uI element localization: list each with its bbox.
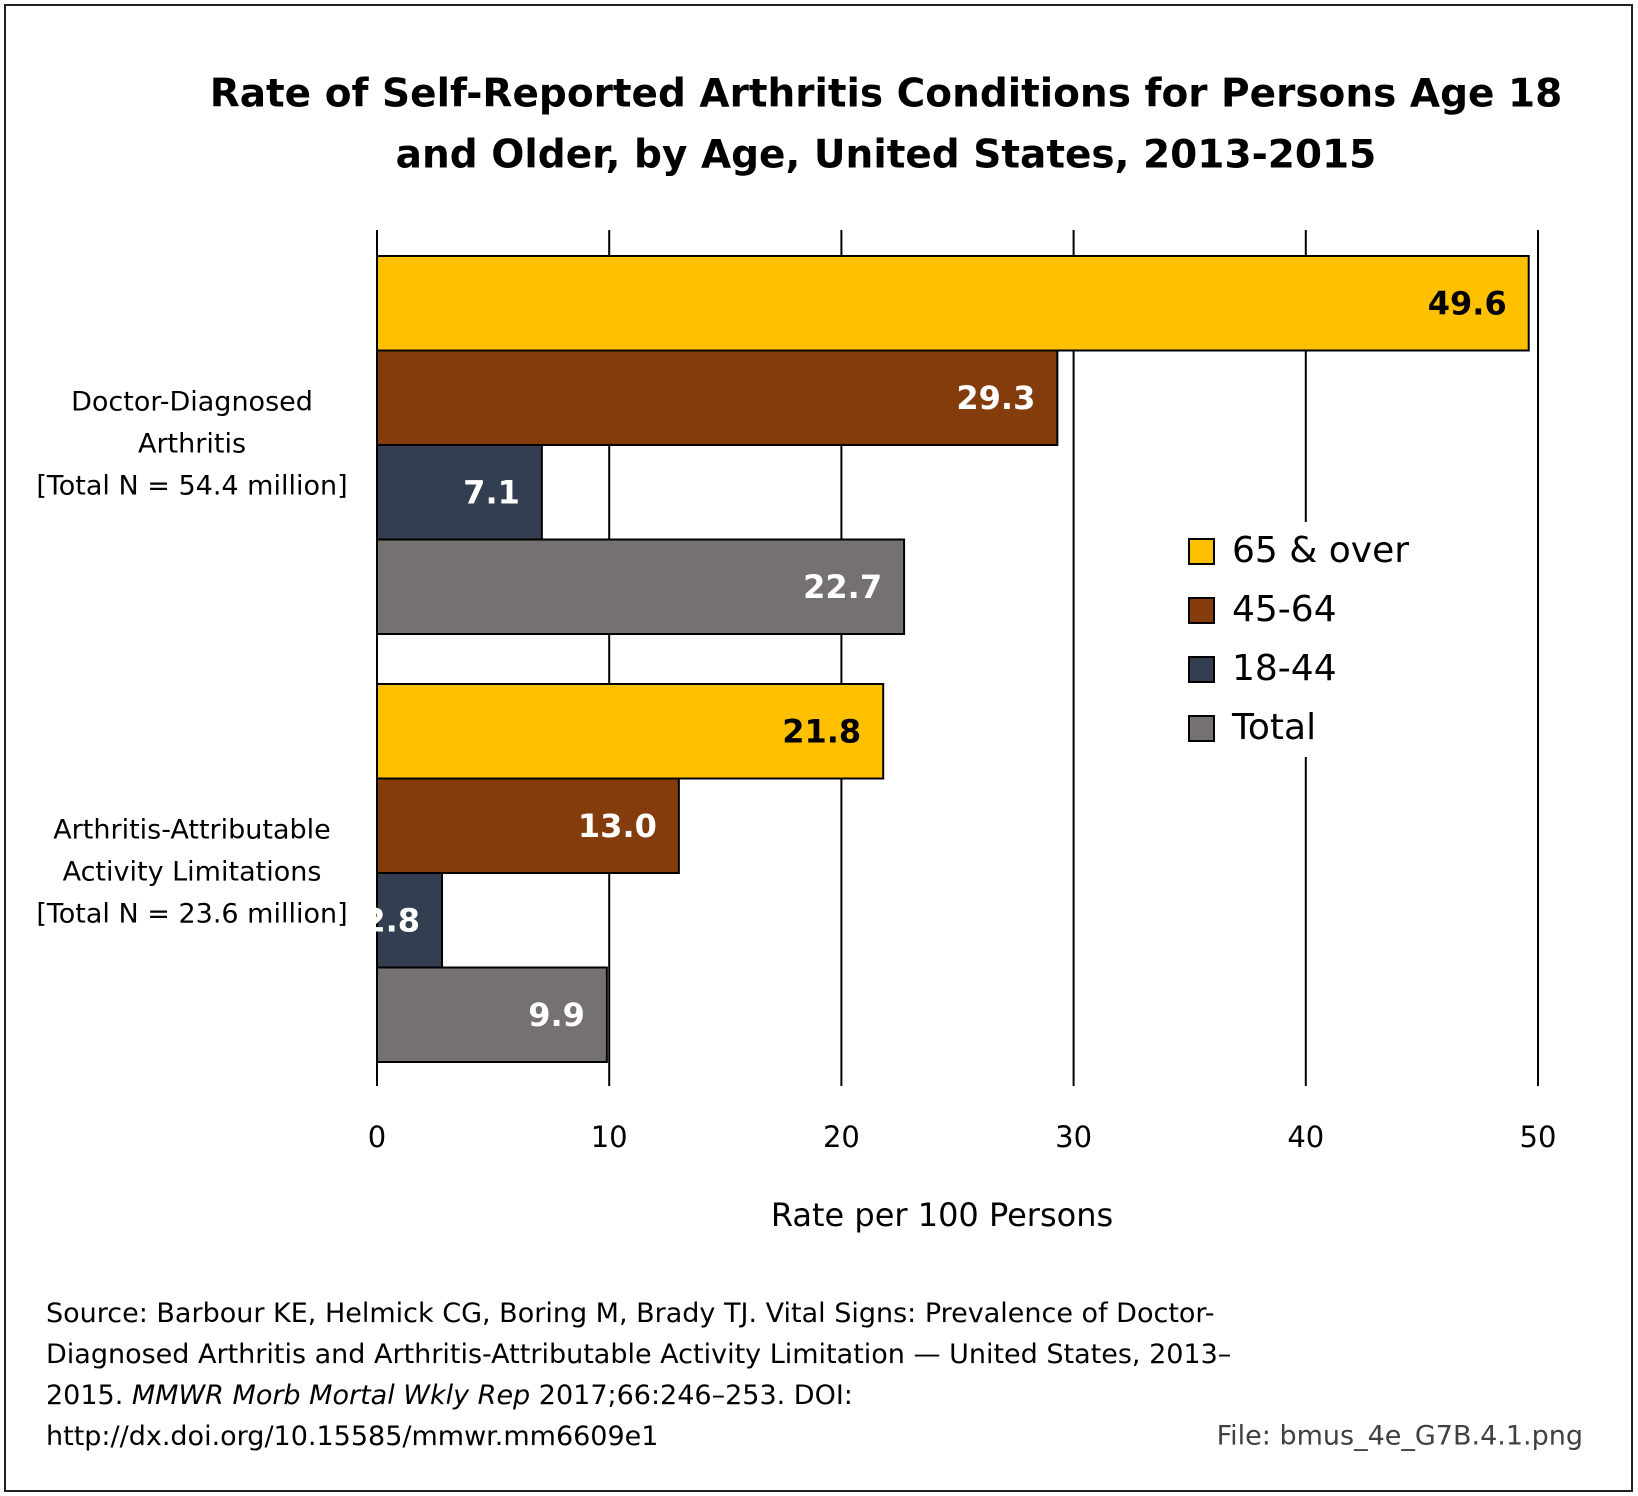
data-label: 7.1 [463, 473, 520, 511]
category-label: [Total N = 54.4 million] [36, 471, 347, 502]
bar [376, 777, 680, 874]
source-text: 2017;66:246–253. DOI: [530, 1380, 853, 1411]
chart-title: and Older, by Age, United States, 2013-2… [396, 133, 1377, 178]
source-text: MMWR Morb Mortal Wkly Rep [132, 1380, 530, 1411]
x-tick-label: 50 [1520, 1120, 1557, 1154]
category-label: Doctor-Diagnosed [71, 387, 313, 418]
legend-swatch [1188, 715, 1215, 742]
legend-background [1180, 522, 1420, 757]
source-note: 2015. MMWR Morb Mortal Wkly Rep 2017;66:… [46, 1380, 853, 1411]
legend-label: 65 & over [1232, 530, 1409, 571]
bar [376, 966, 608, 1063]
data-label: 2.8 [363, 901, 420, 939]
legend-swatch [1188, 538, 1215, 565]
data-label: 21.8 [782, 712, 861, 750]
source-text: Diagnosed Arthritis and Arthritis-Attrib… [46, 1339, 1231, 1370]
bar [376, 255, 1530, 352]
x-tick-label: 30 [1055, 1120, 1092, 1154]
legend-swatch [1188, 656, 1215, 683]
x-tick-label: 40 [1287, 1120, 1324, 1154]
x-tick-label: 0 [368, 1120, 386, 1154]
chart-title: Rate of Self-Reported Arthritis Conditio… [210, 72, 1563, 117]
source-text: 2015. [46, 1380, 132, 1411]
legend-label: 45-64 [1232, 589, 1337, 630]
data-label: 9.9 [528, 996, 585, 1034]
x-tick-label: 10 [591, 1120, 628, 1154]
legend-swatch [1188, 597, 1215, 624]
category-label: [Total N = 23.6 million] [36, 899, 347, 930]
data-label: 22.7 [803, 568, 882, 606]
source-note: Diagnosed Arthritis and Arthritis-Attrib… [46, 1339, 1231, 1370]
source-note: Source: Barbour KE, Helmick CG, Boring M… [46, 1298, 1215, 1329]
source-text: Source: Barbour KE, Helmick CG, Boring M… [46, 1298, 1215, 1329]
data-label: 13.0 [578, 807, 657, 845]
category-label: Arthritis-Attributable [53, 815, 331, 846]
x-axis-title: Rate per 100 Persons [771, 1196, 1113, 1234]
file-note: File: bmus_4e_G7B.4.1.png [1217, 1421, 1583, 1452]
source-note: http://dx.doi.org/10.15585/mmwr.mm6609e1 [46, 1421, 658, 1452]
category-label: Activity Limitations [63, 857, 322, 888]
category-label: Arthritis [138, 429, 246, 460]
source-text: http://dx.doi.org/10.15585/mmwr.mm6609e1 [46, 1421, 658, 1452]
data-label: 29.3 [956, 379, 1035, 417]
legend-label: 18-44 [1232, 648, 1337, 689]
x-tick-label: 20 [823, 1120, 860, 1154]
legend-label: Total [1231, 707, 1316, 748]
bar [376, 538, 906, 635]
bar [376, 349, 1059, 446]
data-label: 49.6 [1428, 284, 1507, 322]
